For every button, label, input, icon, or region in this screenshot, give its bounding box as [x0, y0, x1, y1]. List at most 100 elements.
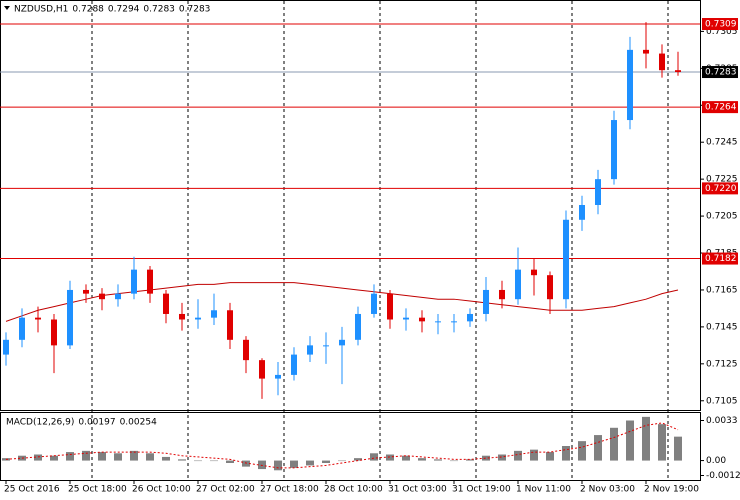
x-tick-label: 2 Nov 19:00 [644, 485, 699, 495]
macd-bar [450, 460, 458, 462]
main-frame [0, 0, 701, 411]
macd-bar [498, 454, 506, 461]
current-price-box [702, 66, 738, 79]
candle-body [323, 345, 329, 347]
candle-body [435, 321, 441, 323]
macd-bar [34, 454, 42, 461]
macd-bar [210, 460, 218, 462]
candle-body [451, 321, 457, 323]
macd-bar [386, 454, 394, 461]
candle-body [579, 205, 585, 220]
header: NZDUSD,H1 0.7288 0.7294 0.7283 0.7283 [14, 5, 210, 15]
macd-bar [114, 453, 122, 461]
y-tick-label: 0.7105 [706, 396, 738, 406]
candle-body [179, 313, 185, 320]
candle-body [515, 269, 521, 300]
candle-body [307, 345, 313, 355]
period-separators [91, 1, 669, 480]
macd-bar [434, 459, 442, 461]
macd-bar [322, 460, 330, 463]
candle-body [195, 317, 201, 320]
candle-body [531, 269, 537, 276]
candle-body [3, 339, 9, 355]
level-label-box [702, 252, 738, 265]
candle-body [611, 120, 617, 180]
candle-body [243, 339, 249, 361]
x-tick-label: 1 Nov 11:00 [516, 485, 571, 495]
candle-body [419, 317, 425, 322]
macd-bar [610, 427, 618, 461]
header-price: 0.7288 [72, 5, 104, 15]
macd-bar [338, 460, 346, 462]
candle-body [51, 319, 57, 346]
y-tick-label: 0.7125 [706, 359, 738, 369]
macd-bar [418, 458, 426, 461]
macd-bar [466, 459, 474, 461]
candle-body [99, 293, 105, 300]
macd-bar [162, 456, 170, 461]
y-tick-label: 0.7145 [706, 322, 738, 332]
macd-tick-label: 0.00 [706, 456, 726, 466]
y-tick-label: 0.7305 [706, 27, 738, 37]
x-tick-label: 31 Oct 03:00 [388, 485, 447, 495]
candle-body [355, 313, 361, 340]
macd-bar [626, 420, 634, 461]
macd-bar [98, 452, 106, 461]
candle-body [115, 293, 121, 300]
macd-bar [306, 460, 314, 466]
macd-bar [402, 455, 410, 461]
candle-body [659, 53, 665, 71]
macd-frame [0, 412, 701, 481]
macd-bar [546, 452, 554, 461]
macd-bar [354, 458, 362, 461]
candle-body [259, 360, 265, 379]
macd-tick-label: 0.0033 [706, 416, 738, 426]
candle-body [163, 293, 169, 314]
level-label: 0.7182 [705, 254, 737, 264]
macd-signal [5, 422, 679, 469]
candle-body [147, 269, 153, 294]
header-price: 0.7283 [143, 5, 175, 15]
macd-bar [658, 424, 666, 461]
candle-body [211, 310, 217, 318]
x-tick-label: 25 Oct 18:00 [68, 485, 127, 495]
candle-body [675, 70, 681, 73]
macd-bar [66, 452, 74, 461]
candle-body [131, 269, 137, 294]
candle-body [83, 289, 89, 294]
candle-body [643, 49, 649, 54]
y-tick-label: 0.7205 [706, 212, 738, 222]
header-price: 0.7294 [108, 5, 140, 15]
x-tick-label: 27 Oct 18:00 [260, 485, 319, 495]
macd-bar [50, 455, 58, 461]
macd-tick-label: -0.00123 [706, 471, 740, 481]
x-tick-label: 28 Oct 10:00 [324, 485, 383, 495]
x-tick-label: 2 Nov 03:00 [580, 485, 635, 495]
candle-body [499, 289, 505, 300]
level-label: 0.7264 [705, 103, 737, 113]
macd-bar [130, 450, 138, 461]
macd-bar [530, 449, 538, 461]
x-tick-label: 26 Oct 10:00 [132, 485, 191, 495]
x-tick-label: 25 Oct 2016 [4, 485, 60, 495]
current-price-label: 0.7283 [705, 68, 737, 78]
y-tick-label: 0.7245 [706, 138, 738, 148]
menu-arrow [4, 6, 10, 10]
macd-bar [642, 416, 650, 461]
macd-bar [594, 435, 602, 461]
x-tick-label: 31 Oct 19:00 [452, 485, 511, 495]
macd-bar [562, 446, 570, 461]
macd-bar [674, 436, 682, 461]
moving-average [5, 282, 679, 322]
macd-bar [226, 460, 234, 463]
candle-body [403, 317, 409, 320]
candle-body [563, 219, 569, 300]
level-label: 0.7309 [705, 20, 737, 30]
macd-name: MACD(12,26,9) [6, 418, 74, 428]
macd-bar [578, 441, 586, 461]
macd-bar [146, 453, 154, 461]
candle-body [547, 275, 553, 300]
candle-body [291, 354, 297, 375]
macd-bar [274, 460, 282, 471]
